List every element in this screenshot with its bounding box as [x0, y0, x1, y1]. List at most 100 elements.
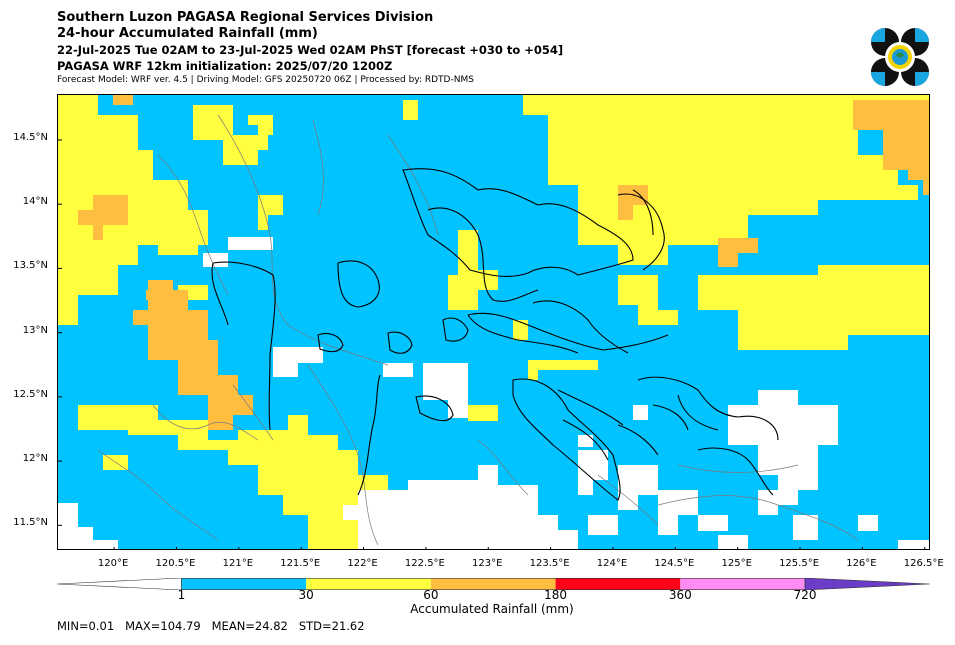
province-boundary — [152, 404, 259, 441]
coastline — [317, 332, 344, 353]
rain-cells-30-60 — [258, 195, 283, 230]
rain-cells-30-60 — [248, 115, 273, 135]
rain-cells-below-1 — [698, 515, 728, 531]
colorbar-extension-low — [57, 578, 182, 590]
latitude-tick-label: 14.5°N — [13, 131, 48, 143]
statistics-summary: MIN=0.01 MAX=104.79 MEAN=24.82 STD=21.62 — [57, 619, 365, 633]
longitude-tick-label: 122.5°E — [404, 558, 445, 569]
rain-cells-60-180 — [133, 280, 253, 430]
coastline — [467, 314, 579, 354]
coastline — [467, 312, 669, 351]
longitude-tick-label: 122°E — [347, 558, 378, 569]
rain-cells-30-60 — [528, 360, 598, 380]
province-boundary — [597, 474, 659, 526]
rain-cells-60-180 — [718, 238, 758, 267]
coastline — [512, 378, 621, 501]
coastline — [337, 260, 380, 308]
coastline — [637, 376, 779, 441]
coastline — [415, 395, 454, 422]
rain-cells-30-60 — [618, 265, 929, 350]
chart-subtitle: 24-hour Accumulated Rainfall (mm) — [57, 26, 318, 41]
province-boundary — [307, 364, 379, 546]
province-boundary — [312, 119, 324, 216]
longitude-tick-label: 125°E — [721, 558, 752, 569]
coastline — [617, 424, 659, 456]
model-credits: Forecast Model: WRF ver. 4.5 | Driving M… — [57, 75, 474, 85]
rain-cells-below-1 — [758, 490, 778, 515]
latitude-tick-label: 13°N — [22, 324, 48, 336]
colorbar-tick-label: 60 — [423, 588, 439, 602]
latitude-tick-label: 13.5°N — [13, 260, 48, 272]
rain-cells-below-1 — [858, 515, 878, 531]
colorbar-tick-label: 360 — [668, 588, 692, 602]
province-boundary — [387, 134, 439, 236]
latitude-tick-label: 12°N — [22, 453, 48, 465]
latitude-tick-label: 12.5°N — [13, 388, 48, 400]
longitude-tick-label: 124°E — [596, 558, 628, 569]
longitude-tick-label: 124.5°E — [654, 558, 695, 569]
rain-cells-below-1 — [718, 535, 748, 549]
longitude-tick-label: 123.5°E — [529, 558, 570, 569]
coastline — [557, 389, 624, 426]
model-initialization: PAGASA WRF 12km initialization: 2025/07/… — [57, 59, 393, 73]
rain-cells-30-60 — [403, 100, 418, 120]
colorbar — [57, 578, 930, 590]
longitude-tick-label: 125.5°E — [779, 558, 820, 569]
colorbar-title: Accumulated Rainfall (mm) — [410, 602, 574, 616]
rain-cells-below-1 — [203, 253, 228, 267]
pagasa-logo-icon — [871, 28, 929, 86]
rain-cells-30-60 — [513, 320, 528, 340]
coastline — [427, 207, 539, 302]
rainfall-grid — [58, 95, 929, 549]
rain-cells-60-180 — [853, 100, 929, 195]
rain-cells-below-1 — [423, 363, 468, 418]
rain-cells-below-1 — [658, 490, 698, 535]
rain-cells-below-1 — [793, 515, 818, 540]
coastline — [697, 447, 774, 496]
coastline — [387, 331, 413, 354]
longitude-tick-label: 120.5°E — [155, 558, 196, 569]
colorbar-tick-label: 30 — [298, 588, 314, 602]
coastline — [652, 404, 689, 431]
forecast-period: 22-Jul-2025 Tue 02AM to 23-Jul-2025 Wed … — [57, 43, 564, 57]
longitude-tick-label: 121.5°E — [280, 558, 321, 569]
latitude-tick-label: 11.5°N — [13, 517, 48, 529]
rain-cells-60-180 — [146, 290, 158, 300]
colorbar-tick-label: 720 — [793, 588, 817, 602]
colorbar-outline — [181, 578, 806, 590]
longitude-tick-label: 126°E — [846, 558, 877, 569]
province-boundary — [217, 114, 289, 326]
longitude-tick-label: 123°E — [472, 558, 503, 569]
rain-cells-30-60 — [468, 405, 498, 421]
rain-cells-below-1 — [578, 450, 608, 495]
rain-cells-60-180 — [113, 95, 133, 105]
rain-cells-30-60 — [58, 95, 208, 325]
rain-cells-below-1 — [273, 347, 323, 377]
colorbar-segment — [680, 578, 805, 590]
colorbar-segment — [430, 578, 556, 590]
coastline — [632, 189, 654, 236]
coastline — [212, 261, 276, 431]
coastline — [532, 300, 629, 354]
colorbar-tick-label: 1 — [177, 588, 186, 602]
longitude-tick-label: 120°E — [97, 558, 129, 569]
colorbar-segment — [306, 578, 431, 590]
colorbar-segment — [181, 578, 307, 590]
rain-cells-30-60 — [448, 230, 498, 310]
province-boundary — [287, 324, 389, 366]
province-boundary — [657, 495, 859, 541]
rain-cells-below-1 — [728, 390, 838, 505]
rain-cells-below-1 — [633, 405, 648, 420]
coastline — [357, 374, 381, 496]
rain-cells-below-1 — [453, 530, 478, 549]
longitude-tick-label: 121°E — [222, 558, 254, 569]
coastline — [677, 394, 719, 431]
province-boundary — [677, 464, 799, 473]
rain-cells-below-1 — [588, 515, 618, 535]
coastline — [402, 168, 634, 277]
province-boundary — [97, 449, 219, 541]
coastline — [562, 419, 609, 461]
province-boundary — [477, 439, 529, 496]
latitude-tick-label: 14°N — [22, 196, 48, 208]
province-boundary — [232, 384, 274, 441]
